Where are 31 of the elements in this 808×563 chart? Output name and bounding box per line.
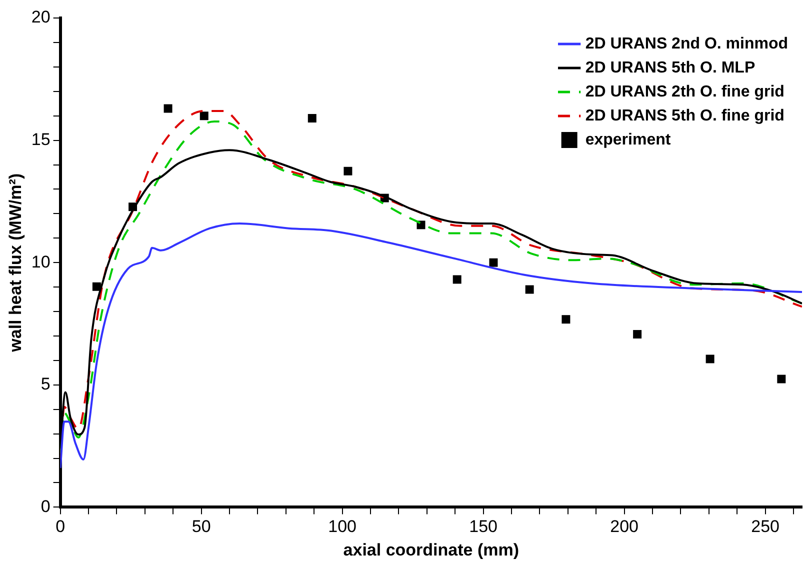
y-tick-label: 5 xyxy=(40,374,50,394)
y-tick-label: 0 xyxy=(40,496,50,516)
legend-label: 2D URANS 2th O. fine grid xyxy=(585,83,784,100)
x-tick-label: 100 xyxy=(328,517,357,536)
legend-label: 2D URANS 5th O. MLP xyxy=(585,59,756,76)
point xyxy=(308,114,316,123)
point xyxy=(164,104,172,113)
point xyxy=(92,282,101,291)
point xyxy=(777,374,786,384)
x-tick-label: 0 xyxy=(56,517,66,536)
point xyxy=(633,330,642,339)
x-axis-title: axial coordinate (mm) xyxy=(343,540,520,560)
x-tick-label: 250 xyxy=(751,517,780,536)
point xyxy=(562,315,570,324)
legend-label: 2D URANS 5th O. fine grid xyxy=(585,107,784,124)
point xyxy=(344,166,352,176)
y-tick-label: 10 xyxy=(31,252,50,272)
point xyxy=(452,275,462,284)
point xyxy=(525,285,534,294)
y-axis-title: wall heat flux (MW/m²) xyxy=(6,173,25,353)
point xyxy=(706,354,714,364)
legend-label: experiment xyxy=(585,131,672,148)
y-tick-label: 15 xyxy=(31,130,50,149)
x-tick-label: 150 xyxy=(469,517,498,536)
x-tick-label: 200 xyxy=(610,517,639,536)
point xyxy=(200,112,208,120)
x-tick-label: 50 xyxy=(192,517,211,536)
y-tick-label: 20 xyxy=(31,8,50,27)
line-series xyxy=(60,222,802,470)
point xyxy=(489,258,498,267)
legend-label: 2D URANS 2nd O. minmod xyxy=(585,35,788,52)
